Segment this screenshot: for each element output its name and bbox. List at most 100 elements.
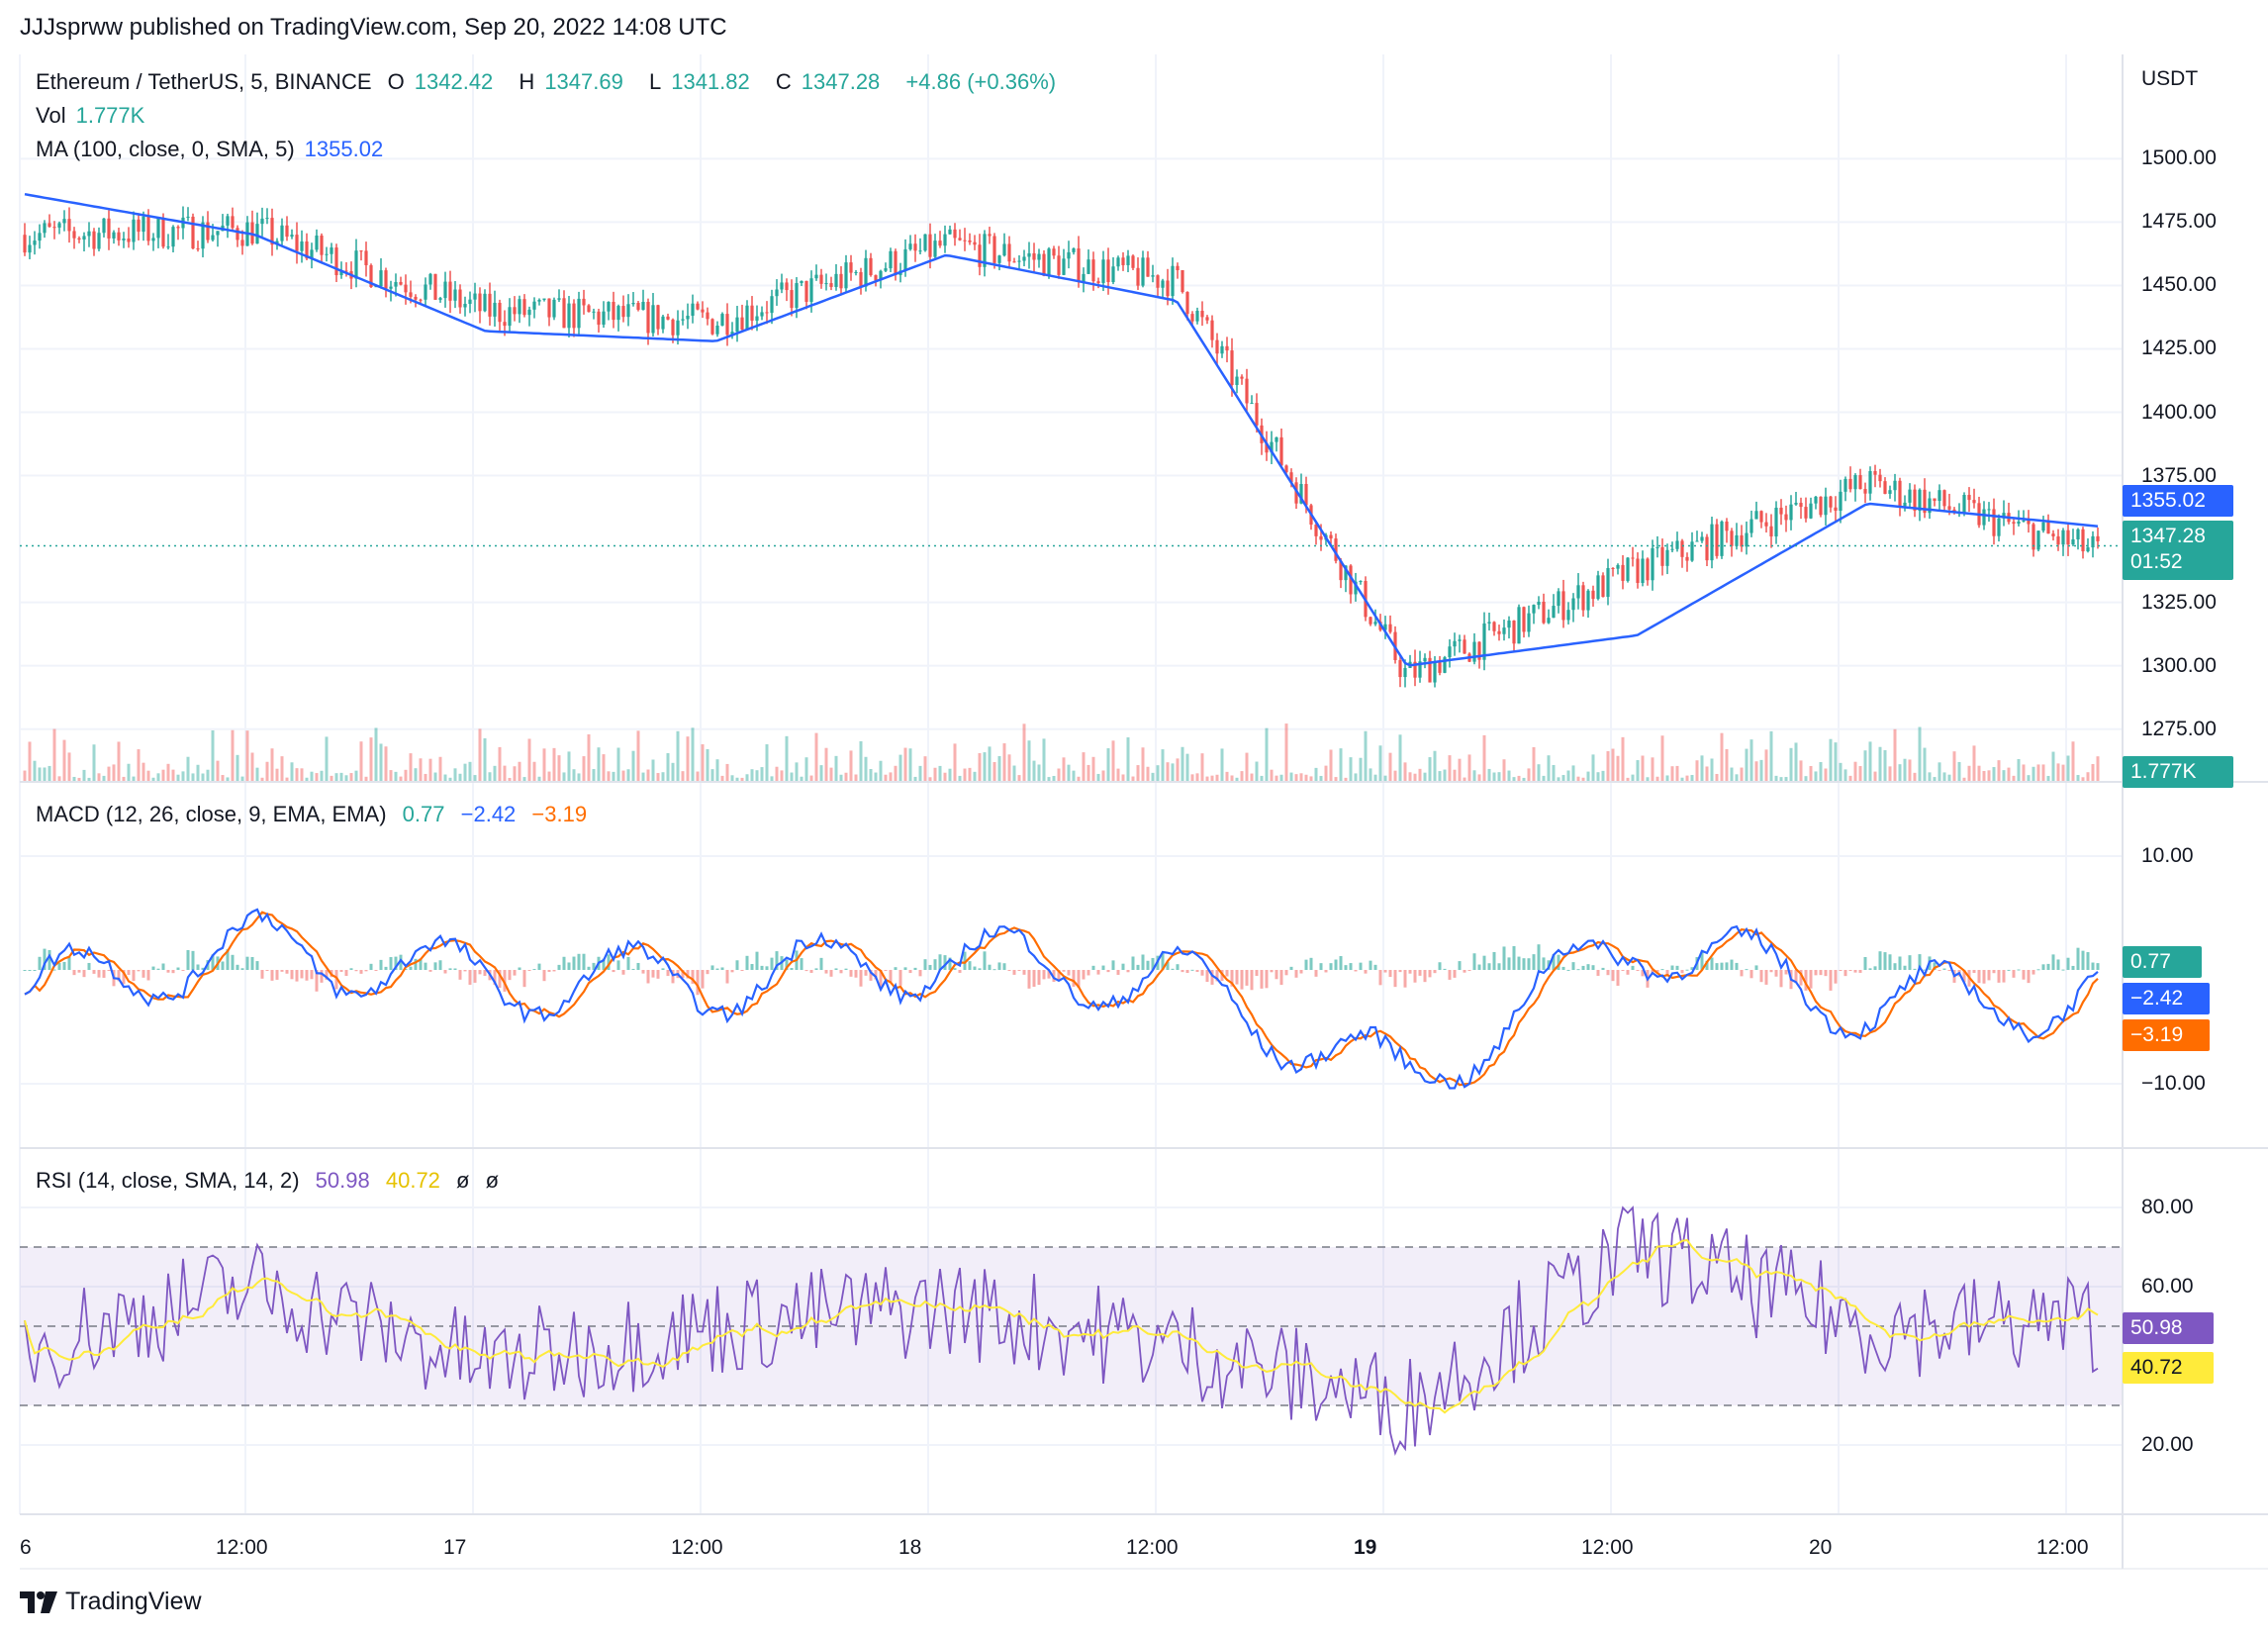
volume-bar (2061, 764, 2065, 782)
volume-bar (730, 775, 734, 782)
volume-bar (424, 773, 427, 782)
volume-bar (572, 769, 576, 782)
tradingview-footer[interactable]: TradingView (20, 1588, 202, 1616)
macd-histogram-bar (265, 970, 269, 971)
volume-bar (448, 777, 452, 782)
candle-body (334, 247, 338, 276)
macd-histogram-bar (527, 970, 531, 971)
macd-histogram-bar (1393, 970, 1397, 988)
candle-body (508, 307, 512, 327)
macd-histogram-bar (1171, 968, 1175, 970)
candle-body (522, 299, 526, 316)
candle-body (983, 234, 987, 267)
volume-bar (1942, 772, 1946, 782)
volume-bar (221, 775, 225, 782)
volume-bar (389, 770, 393, 782)
change-value: +4.86 (+0.36%) (905, 69, 1057, 94)
candle-body (1834, 507, 1838, 512)
volume-bar (1789, 747, 1793, 782)
symbol-name[interactable]: Ethereum / TetherUS, 5, BINANCE (36, 69, 372, 94)
volume-bar (1527, 768, 1531, 782)
candle-body (270, 218, 274, 245)
macd-histogram-bar (1166, 961, 1170, 970)
rsi-legend[interactable]: RSI (14, close, SMA, 14, 2) 50.98 40.72 … (36, 1168, 500, 1193)
candle-body (369, 264, 373, 287)
volume-bar (280, 756, 284, 782)
macd-histogram-bar (1438, 962, 1442, 970)
candle-body (1141, 257, 1145, 286)
volume-bar (1161, 749, 1165, 782)
macd-histogram-bar (1947, 970, 1951, 971)
macd-histogram-bar (567, 962, 571, 970)
macd-histogram-bar (1339, 956, 1343, 970)
volume-bar (889, 772, 893, 782)
macd-histogram-bar (1631, 965, 1635, 970)
volume-bar (869, 769, 873, 782)
candle-body (344, 270, 348, 272)
volume-bar (290, 762, 294, 782)
candle-body (102, 218, 106, 234)
volume-bar (933, 767, 937, 782)
macd-histogram-bar (1962, 970, 1966, 983)
candle-body (1279, 436, 1283, 466)
macd-histogram-bar (290, 970, 294, 980)
macd-histogram-bar (963, 951, 967, 970)
volume-bar (206, 769, 210, 782)
rsi-tick-label: 80.00 (2141, 1196, 2194, 1218)
candle-body (864, 257, 868, 287)
volume-bar (33, 760, 37, 782)
volume-bar (1294, 774, 1298, 782)
macd-histogram-bar (1616, 970, 1620, 986)
volume-bar (1754, 761, 1758, 782)
candle-body (1448, 646, 1452, 658)
macd-histogram-bar (1507, 957, 1511, 970)
macd-histogram-bar (2002, 970, 2006, 983)
macd-histogram-bar (1586, 964, 1590, 970)
candle-body (2036, 530, 2040, 550)
candle-body (849, 262, 853, 273)
candle-body (1715, 524, 1719, 556)
macd-histogram-bar (117, 970, 121, 982)
macd-histogram-bar (1690, 967, 1694, 970)
candle-body (1463, 639, 1466, 654)
macd-histogram-bar (1275, 970, 1278, 980)
candle-body (191, 216, 195, 249)
candle-body (201, 222, 205, 249)
macd-histogram-bar (1987, 970, 1991, 981)
macd-histogram-bar (1388, 970, 1392, 978)
volume-bar (1809, 765, 1813, 782)
volume-bar (958, 775, 962, 782)
macd-histogram-bar (1255, 970, 1259, 977)
candle-body (532, 301, 536, 310)
volume-bar (1977, 765, 1981, 782)
candle-body (493, 302, 497, 317)
candle-body (2041, 522, 2045, 531)
volume-bar (1660, 735, 1664, 782)
candle-body (1873, 471, 1877, 475)
macd-histogram-bar (354, 970, 358, 972)
volume-bar (651, 759, 655, 782)
macd-histogram-bar (790, 968, 794, 970)
macd-histogram-bar (1784, 970, 1788, 975)
candle-body (364, 250, 368, 265)
macd-histogram-bar (1096, 970, 1100, 975)
candle-body (1764, 522, 1768, 527)
ma-legend[interactable]: MA (100, close, 0, SMA, 5) 1355.02 (36, 137, 384, 161)
volume-bar (1101, 770, 1105, 782)
macd-histogram-bar (1334, 959, 1338, 970)
volume-bar (503, 765, 507, 782)
macd-histogram-bar (404, 968, 408, 970)
candle-body (1482, 623, 1486, 660)
macd-histogram-bar (1423, 970, 1427, 983)
macd-histogram-bar (557, 964, 561, 970)
macd-histogram-bar (1007, 970, 1011, 971)
candle-body (1690, 541, 1694, 561)
volume-legend[interactable]: Vol 1.777K (36, 103, 145, 128)
time-tick-label: 18 (898, 1536, 922, 1559)
macd-legend[interactable]: MACD (12, 26, close, 9, EMA, EMA) 0.77 −… (36, 802, 588, 826)
candle-body (176, 227, 180, 229)
candle-body (206, 222, 210, 241)
macd-histogram-bar (107, 970, 111, 971)
volume-bar (1492, 772, 1496, 782)
